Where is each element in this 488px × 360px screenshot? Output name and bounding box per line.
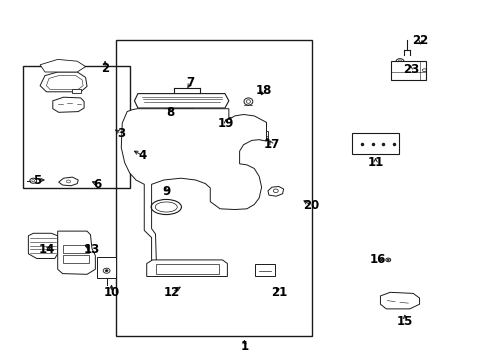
Text: 8: 8 (166, 106, 174, 119)
Bar (62, 245, 89, 253)
Bar (62, 255, 89, 263)
Polygon shape (146, 260, 227, 276)
Polygon shape (46, 76, 83, 89)
Text: 18: 18 (255, 84, 272, 97)
Ellipse shape (386, 259, 388, 261)
Bar (257, 131, 268, 138)
Polygon shape (40, 59, 85, 72)
Bar (72, 89, 81, 93)
Text: 23: 23 (402, 63, 418, 76)
Bar (255, 264, 274, 276)
Bar (351, 133, 398, 154)
Ellipse shape (246, 100, 250, 103)
Text: 15: 15 (396, 315, 412, 328)
Polygon shape (40, 72, 87, 92)
Text: 7: 7 (186, 76, 194, 89)
Bar (97, 257, 116, 278)
Ellipse shape (105, 270, 108, 272)
Polygon shape (28, 233, 58, 258)
Bar (23, 66, 130, 188)
Bar (164, 108, 192, 112)
Text: 16: 16 (368, 253, 385, 266)
Polygon shape (380, 292, 419, 309)
Text: 13: 13 (83, 243, 100, 256)
Text: 5: 5 (33, 174, 41, 186)
Text: 3: 3 (117, 127, 125, 140)
Text: 4: 4 (139, 149, 146, 162)
Polygon shape (134, 94, 228, 108)
Text: 10: 10 (103, 286, 120, 299)
Text: 12: 12 (163, 286, 180, 299)
Text: 21: 21 (271, 286, 287, 299)
Bar (116, 40, 311, 336)
Ellipse shape (32, 180, 35, 182)
Text: 17: 17 (263, 138, 280, 151)
Text: 1: 1 (240, 340, 248, 353)
Bar (215, 117, 230, 127)
Polygon shape (121, 109, 266, 276)
Polygon shape (267, 186, 283, 196)
Text: 2: 2 (101, 62, 109, 75)
Polygon shape (58, 231, 95, 274)
Text: 22: 22 (411, 34, 428, 47)
Text: 11: 11 (366, 156, 383, 169)
Text: 19: 19 (217, 117, 234, 130)
Text: 9: 9 (162, 185, 170, 198)
Text: 6: 6 (94, 178, 102, 191)
Polygon shape (53, 97, 84, 112)
Polygon shape (59, 177, 78, 186)
Text: 14: 14 (39, 243, 55, 256)
Ellipse shape (397, 60, 401, 62)
Bar (155, 264, 219, 274)
Bar (390, 61, 426, 80)
Text: 20: 20 (302, 199, 319, 212)
